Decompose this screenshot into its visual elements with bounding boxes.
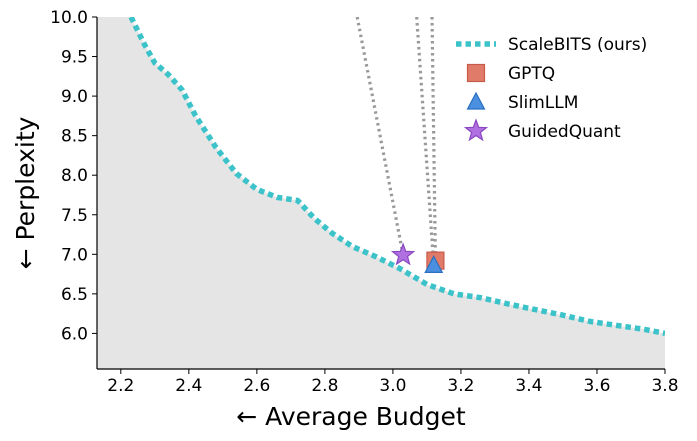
x-tick-label: 2.4 (175, 376, 202, 396)
y-tick-label: 6.5 (61, 285, 88, 305)
x-tick-label: 2.6 (243, 376, 270, 396)
x-tick-label: 2.8 (311, 376, 338, 396)
legend: ScaleBITS (ours) GPTQ SlimLLM GuidedQuant (456, 35, 647, 142)
guidedquant-point (390, 242, 416, 266)
x-tick-label: 3.0 (379, 376, 406, 396)
y-tick-label: 7.0 (61, 245, 88, 265)
y-axis-label: ← Perplexity (11, 116, 40, 269)
y-tick-label: 6.0 (61, 324, 88, 344)
legend-label-gptq: GPTQ (508, 64, 555, 84)
legend-swatch-guidedquant (463, 118, 489, 142)
plot-area (97, 17, 665, 369)
legend-swatch-slimllm (466, 91, 486, 110)
legend-label-slimllm: SlimLLM (508, 93, 578, 113)
x-axis-label: ← Average Budget (236, 402, 466, 431)
y-tick-label: 8.0 (61, 166, 88, 186)
x-tick-label: 3.2 (447, 376, 474, 396)
legend-swatch-gptq (466, 63, 486, 83)
trend-line-3 (430, 17, 438, 261)
scalebits-frontier-line (128, 17, 665, 337)
legend-label-guidedquant: GuidedQuant (508, 122, 621, 142)
x-tick-label: 3.8 (651, 376, 678, 396)
y-tick-label: 8.5 (61, 127, 88, 147)
x-tick-label: 3.6 (583, 376, 610, 396)
frontier-shaded-region (97, 17, 665, 369)
x-tick-label: 3.4 (515, 376, 542, 396)
y-tick-label: 10.0 (50, 8, 88, 28)
y-tick-label: 9.0 (61, 87, 88, 107)
slimllm-point (424, 255, 444, 273)
markers (390, 242, 445, 273)
legend-label-scalebits: ScaleBITS (ours) (508, 35, 647, 55)
y-tick-label: 9.5 (61, 48, 88, 68)
y-tick-label: 7.5 (61, 206, 88, 226)
x-tick-label: 2.2 (107, 376, 134, 396)
axes: 2.2 2.4 2.6 2.8 3.0 3.2 3.4 3.6 3.8 6.0 6.5 7.0 7.5 8… (11, 8, 679, 431)
trend-line-1 (355, 17, 405, 256)
